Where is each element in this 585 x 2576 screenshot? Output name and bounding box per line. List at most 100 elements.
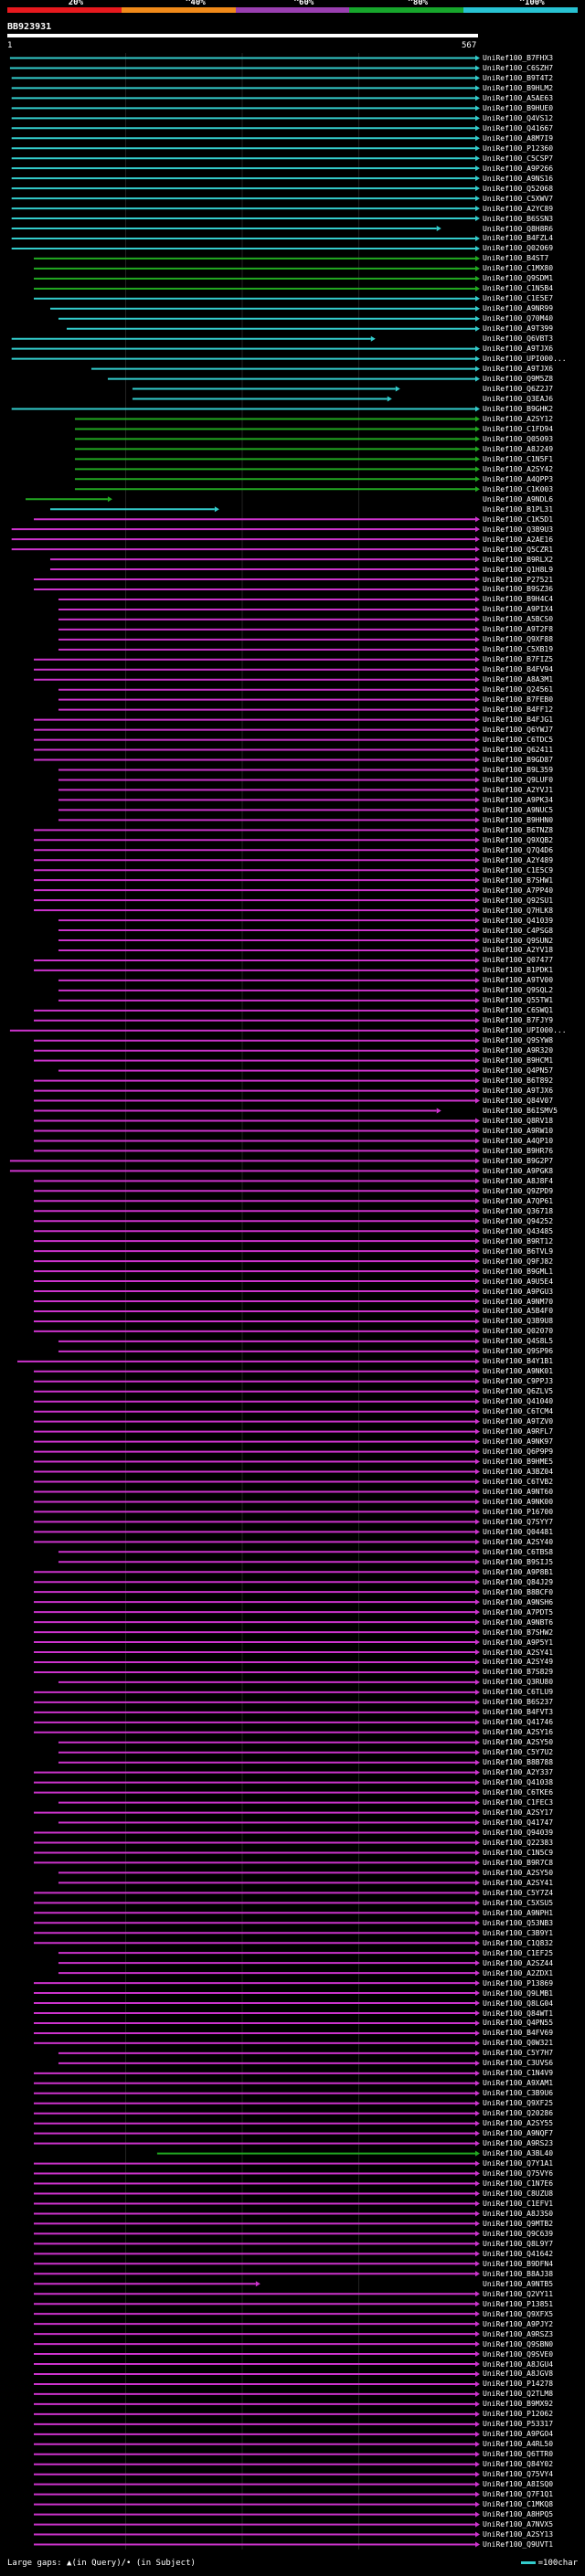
- hit-label[interactable]: UniRef100_C3B9U6: [483, 2089, 554, 2098]
- hit-label[interactable]: UniRef100_B9SIJ5: [483, 1557, 554, 1566]
- hit-label[interactable]: UniRef100_Q41746: [483, 1718, 554, 1727]
- hit-label[interactable]: UniRef100_B9SZ36: [483, 585, 554, 594]
- hit-label[interactable]: UniRef100_P16700: [483, 1507, 554, 1516]
- hit-label[interactable]: UniRef100_Q7HLK8: [483, 906, 554, 915]
- hit-label[interactable]: UniRef100_Q9XF25: [483, 2099, 554, 2108]
- hit-label[interactable]: UniRef100_Q94252: [483, 1216, 554, 1225]
- hit-label[interactable]: UniRef100_B7S829: [483, 1668, 554, 1677]
- hit-label[interactable]: UniRef100_P13851: [483, 2299, 554, 2308]
- hit-label[interactable]: UniRef100_C1FD94: [483, 424, 554, 433]
- hit-label[interactable]: UniRef100_Q9XFX5: [483, 2309, 554, 2318]
- hit-label[interactable]: UniRef100_B9H4C4: [483, 595, 554, 604]
- hit-label[interactable]: UniRef100_B4FZL4: [483, 234, 554, 243]
- hit-label[interactable]: UniRef100_C5Y7Z4: [483, 1888, 554, 1897]
- hit-label[interactable]: UniRef100_B9MX92: [483, 2400, 554, 2409]
- hit-label[interactable]: UniRef100_Q9SBN0: [483, 2339, 554, 2348]
- hit-label[interactable]: UniRef100_Q52068: [483, 184, 554, 193]
- hit-label[interactable]: UniRef100_A9RFL7: [483, 1427, 554, 1436]
- hit-label[interactable]: UniRef100_B9GD87: [483, 756, 554, 765]
- hit-label[interactable]: UniRef100_B4ST7: [483, 254, 549, 263]
- hit-label[interactable]: UniRef100_C6SWQ1: [483, 1006, 554, 1015]
- hit-label[interactable]: UniRef100_A9RSZ3: [483, 2329, 554, 2338]
- hit-label[interactable]: UniRef100_B4FV69: [483, 2029, 554, 2038]
- hit-label[interactable]: UniRef100_B7FHX3: [483, 53, 554, 62]
- hit-label[interactable]: UniRef100_A2Y337: [483, 1768, 554, 1777]
- hit-label[interactable]: UniRef100_Q75VY4: [483, 2470, 554, 2479]
- hit-label[interactable]: UniRef100_A2SY55: [483, 2119, 554, 2128]
- hit-label[interactable]: UniRef100_Q9XF88: [483, 635, 554, 644]
- hit-label[interactable]: UniRef100_B7SHW2: [483, 1627, 554, 1637]
- hit-label[interactable]: UniRef100_C6TCM4: [483, 1407, 554, 1416]
- hit-label[interactable]: UniRef100_Q75VY6: [483, 2169, 554, 2178]
- hit-label[interactable]: UniRef100_Q62411: [483, 746, 554, 755]
- hit-label[interactable]: UniRef100_Q84V07: [483, 1097, 554, 1106]
- hit-label[interactable]: UniRef100_A9PGK8: [483, 1166, 554, 1175]
- hit-label[interactable]: UniRef100_C1E5C9: [483, 865, 554, 875]
- hit-label[interactable]: UniRef100_P13869: [483, 1978, 554, 1988]
- hit-label[interactable]: UniRef100_A8J3S0: [483, 2209, 554, 2218]
- hit-label[interactable]: UniRef100_A9U5E4: [483, 1277, 554, 1286]
- hit-label[interactable]: UniRef100_A2SY16: [483, 1728, 554, 1737]
- hit-label[interactable]: UniRef100_A2SZ44: [483, 1958, 554, 1967]
- hit-label[interactable]: UniRef100_Q6VBT3: [483, 334, 554, 344]
- hit-label[interactable]: UniRef100_B9HUE0: [483, 103, 554, 112]
- hit-label[interactable]: UniRef100_Q84WT1: [483, 2009, 554, 2018]
- hit-label[interactable]: UniRef100_B4FVT3: [483, 1708, 554, 1717]
- hit-label[interactable]: UniRef100_A9NQF7: [483, 2129, 554, 2138]
- hit-label[interactable]: UniRef100_C1EFV1: [483, 2199, 554, 2208]
- hit-label[interactable]: UniRef100_A9NPH1: [483, 1908, 554, 1917]
- hit-label[interactable]: UniRef100_B9DFN4: [483, 2259, 554, 2268]
- hit-label[interactable]: UniRef100_A9NTB5: [483, 2279, 554, 2288]
- hit-label[interactable]: UniRef100_Q53NB3: [483, 1918, 554, 1927]
- hit-label[interactable]: UniRef100_A2SY50: [483, 1738, 554, 1747]
- hit-label[interactable]: UniRef100_B6SSN3: [483, 214, 554, 223]
- hit-label[interactable]: UniRef100_Q84J29: [483, 1577, 554, 1586]
- hit-label[interactable]: UniRef100_C3B9Y1: [483, 1928, 554, 1937]
- hit-label[interactable]: UniRef100_A7QP61: [483, 1196, 554, 1205]
- hit-label[interactable]: UniRef100_C1K5D1: [483, 514, 554, 524]
- hit-label[interactable]: UniRef100_Q9SDM1: [483, 274, 554, 283]
- hit-label[interactable]: UniRef100_A7NVX5: [483, 2520, 554, 2529]
- hit-label[interactable]: UniRef100_UPI000...: [483, 1026, 567, 1035]
- hit-label[interactable]: UniRef100_Q8RV18: [483, 1117, 554, 1125]
- hit-label[interactable]: UniRef100_Q41667: [483, 123, 554, 133]
- hit-label[interactable]: UniRef100_A5BCS0: [483, 615, 554, 624]
- hit-label[interactable]: UniRef100_C5Y7H7: [483, 2049, 554, 2058]
- hit-label[interactable]: UniRef100_Q92SU1: [483, 896, 554, 905]
- hit-label[interactable]: UniRef100_Q7F1Q1: [483, 2490, 554, 2499]
- hit-label[interactable]: UniRef100_Q5CZR1: [483, 545, 554, 554]
- hit-label[interactable]: UniRef100_A2SY41: [483, 1878, 554, 1887]
- hit-label[interactable]: UniRef100_B6TNZ8: [483, 825, 554, 834]
- hit-label[interactable]: UniRef100_B6S237: [483, 1698, 554, 1707]
- hit-label[interactable]: UniRef100_B7SHW1: [483, 875, 554, 885]
- hit-label[interactable]: UniRef100_Q20286: [483, 2109, 554, 2118]
- hit-label[interactable]: UniRef100_A2SY41: [483, 1648, 554, 1657]
- hit-label[interactable]: UniRef100_A5AE63: [483, 93, 554, 102]
- hit-label[interactable]: UniRef100_B7FIZ5: [483, 655, 554, 664]
- hit-label[interactable]: UniRef100_A7PP40: [483, 885, 554, 895]
- hit-label[interactable]: UniRef100_Q2TLM8: [483, 2390, 554, 2399]
- hit-label[interactable]: UniRef100_Q9C639: [483, 2229, 554, 2238]
- hit-label[interactable]: UniRef100_C5XSU5: [483, 1898, 554, 1907]
- hit-label[interactable]: UniRef100_A9TJX6: [483, 1087, 554, 1096]
- hit-label[interactable]: UniRef100_Q6YWJ7: [483, 726, 554, 735]
- hit-label[interactable]: UniRef100_Q2VY11: [483, 2289, 554, 2298]
- hit-label[interactable]: UniRef100_B6TVL9: [483, 1246, 554, 1256]
- hit-label[interactable]: UniRef100_B8B788: [483, 1758, 554, 1767]
- hit-label[interactable]: UniRef100_Q8H8R6: [483, 224, 554, 233]
- hit-label[interactable]: UniRef100_A9TV00: [483, 976, 554, 985]
- hit-label[interactable]: UniRef100_B4FF12: [483, 705, 554, 715]
- hit-label[interactable]: UniRef100_Q9SUN2: [483, 936, 554, 945]
- hit-label[interactable]: UniRef100_A9PIX4: [483, 605, 554, 614]
- hit-label[interactable]: UniRef100_Q7SYY7: [483, 1517, 554, 1526]
- hit-label[interactable]: UniRef100_A9R320: [483, 1046, 554, 1055]
- hit-label[interactable]: UniRef100_A2SY13: [483, 2530, 554, 2539]
- hit-label[interactable]: UniRef100_Q9ZPD9: [483, 1186, 554, 1195]
- hit-label[interactable]: UniRef100_C5Y7U2: [483, 1748, 554, 1757]
- hit-label[interactable]: UniRef100_C1MX80: [483, 264, 554, 273]
- hit-label[interactable]: UniRef100_Q02070: [483, 1327, 554, 1336]
- hit-label[interactable]: UniRef100_Q9SP96: [483, 1347, 554, 1356]
- hit-label[interactable]: UniRef100_A9P5Y1: [483, 1638, 554, 1647]
- hit-label[interactable]: UniRef100_Q4S8L5: [483, 1337, 554, 1346]
- hit-label[interactable]: UniRef100_Q9SYW8: [483, 1036, 554, 1045]
